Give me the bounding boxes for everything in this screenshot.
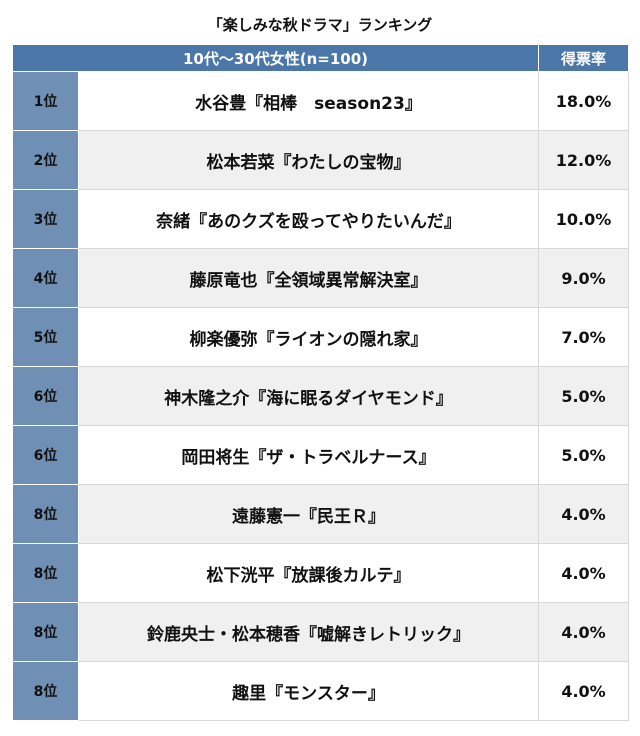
table-row: 8位 松下洸平『放課後カルテ』 4.0% xyxy=(12,543,629,603)
drama-name-cell: 趣里『モンスター』 xyxy=(78,661,539,721)
table-row: 3位 奈緒『あのクズを殴ってやりたいんだ』 10.0% xyxy=(12,189,629,249)
ranking-table: 10代〜30代女性(n=100) 得票率 1位 水谷豊『相棒 season23』 1… xyxy=(12,44,629,721)
drama-name-cell: 松本若菜『わたしの宝物』 xyxy=(78,130,539,190)
table-row: 2位 松本若菜『わたしの宝物』 12.0% xyxy=(12,130,629,190)
group-header: 10代〜30代女性(n=100) xyxy=(12,44,539,72)
rank-cell: 1位 xyxy=(12,71,79,131)
drama-name-cell: 藤原竜也『全領域異常解決室』 xyxy=(78,248,539,308)
rank-cell: 4位 xyxy=(12,248,79,308)
rank-cell: 8位 xyxy=(12,484,79,544)
ranking-body: 1位 水谷豊『相棒 season23』 18.0% 2位 松本若菜『わたしの宝物』 12.… xyxy=(12,71,629,721)
score-cell: 4.0% xyxy=(538,484,629,544)
rank-cell: 8位 xyxy=(12,543,79,603)
drama-name-cell: 奈緒『あのクズを殴ってやりたいんだ』 xyxy=(78,189,539,249)
score-cell: 9.0% xyxy=(538,248,629,308)
table-row: 8位 鈴鹿央士・松本穂香『嘘解きレトリック』 4.0% xyxy=(12,602,629,662)
rank-cell: 3位 xyxy=(12,189,79,249)
table-row: 8位 趣里『モンスター』 4.0% xyxy=(12,661,629,721)
table-row: 4位 藤原竜也『全領域異常解決室』 9.0% xyxy=(12,248,629,308)
rank-cell: 5位 xyxy=(12,307,79,367)
rank-cell: 2位 xyxy=(12,130,79,190)
score-cell: 7.0% xyxy=(538,307,629,367)
drama-name-cell: 神木隆之介『海に眠るダイヤモンド』 xyxy=(78,366,539,426)
drama-name-cell: 鈴鹿央士・松本穂香『嘘解きレトリック』 xyxy=(78,602,539,662)
table-header-row: 10代〜30代女性(n=100) 得票率 xyxy=(12,44,629,72)
rank-cell: 6位 xyxy=(12,425,79,485)
chart-title: 「楽しみな秋ドラマ」ランキング xyxy=(207,16,433,34)
table-row: 8位 遠藤憲一『民王Ｒ』 4.0% xyxy=(12,484,629,544)
score-header: 得票率 xyxy=(538,44,629,72)
drama-name-cell: 遠藤憲一『民王Ｒ』 xyxy=(78,484,539,544)
score-cell: 4.0% xyxy=(538,543,629,603)
rank-cell: 8位 xyxy=(12,661,79,721)
score-cell: 4.0% xyxy=(538,602,629,662)
score-cell: 12.0% xyxy=(538,130,629,190)
table-row: 6位 岡田将生『ザ・トラベルナース』 5.0% xyxy=(12,425,629,485)
table-row: 1位 水谷豊『相棒 season23』 18.0% xyxy=(12,71,629,131)
score-cell: 5.0% xyxy=(538,366,629,426)
table-row: 5位 柳楽優弥『ライオンの隠れ家』 7.0% xyxy=(12,307,629,367)
score-cell: 4.0% xyxy=(538,661,629,721)
score-cell: 18.0% xyxy=(538,71,629,131)
drama-name-cell: 松下洸平『放課後カルテ』 xyxy=(78,543,539,603)
drama-name-cell: 柳楽優弥『ライオンの隠れ家』 xyxy=(78,307,539,367)
score-cell: 5.0% xyxy=(538,425,629,485)
rank-cell: 6位 xyxy=(12,366,79,426)
drama-name-cell: 岡田将生『ザ・トラベルナース』 xyxy=(78,425,539,485)
table-row: 6位 神木隆之介『海に眠るダイヤモンド』 5.0% xyxy=(12,366,629,426)
rank-cell: 8位 xyxy=(12,602,79,662)
drama-name-cell: 水谷豊『相棒 season23』 xyxy=(78,71,539,131)
score-cell: 10.0% xyxy=(538,189,629,249)
